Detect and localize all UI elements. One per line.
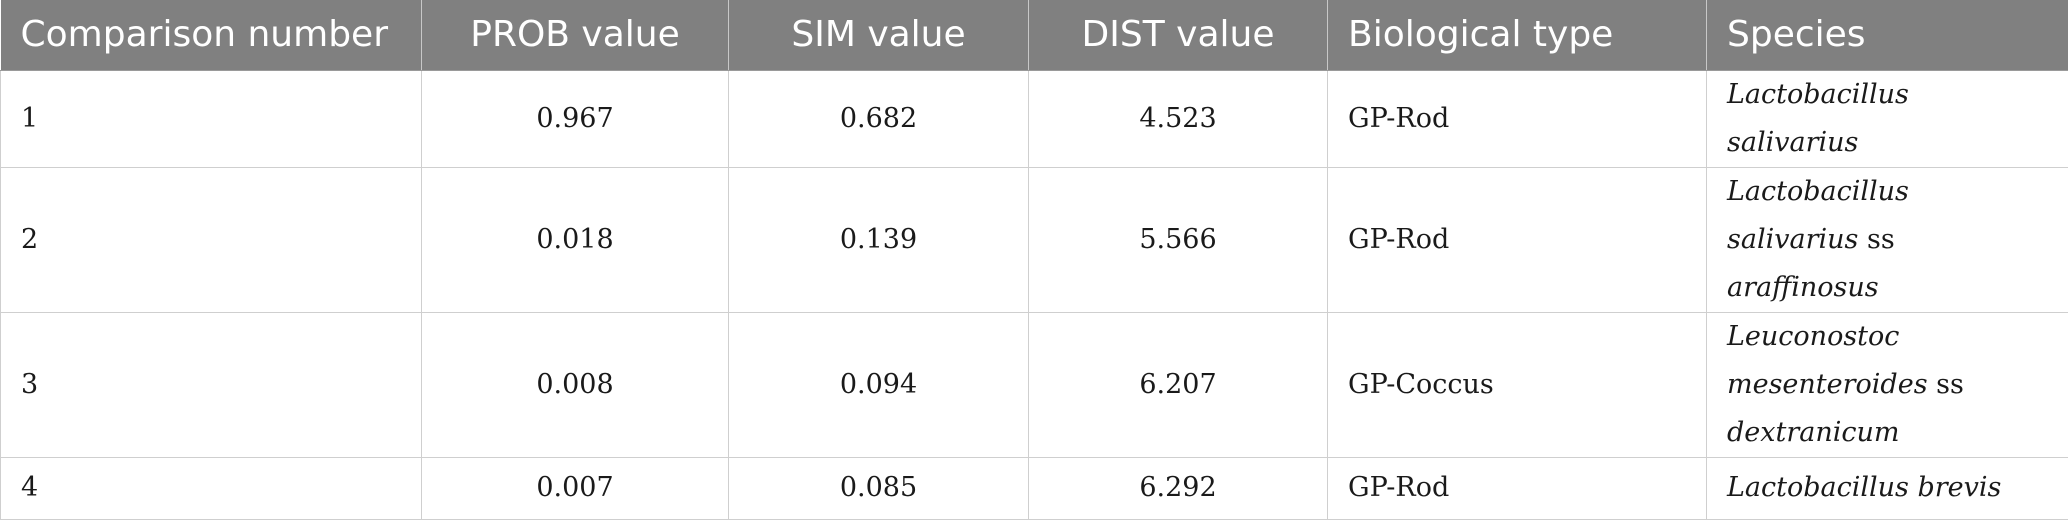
- cell-dist-value: 6.292: [1029, 457, 1328, 519]
- cell-dist-value: 5.566: [1029, 167, 1328, 312]
- cell-dist-value: 6.207: [1029, 312, 1328, 457]
- cell-comparison-number: 3: [1, 312, 422, 457]
- cell-species: Leuconostoc mesenteroides ss dextranicum: [1707, 312, 2068, 457]
- table-row: 3 0.008 0.094 6.207 GP-Coccus Leuconosto…: [1, 312, 2068, 457]
- species-name: Lactobacillus salivarius: [1727, 79, 1909, 158]
- cell-prob-value: 0.018: [422, 167, 729, 312]
- cell-sim-value: 0.682: [729, 70, 1029, 167]
- species-subspecies-name: araffinosus: [1727, 272, 1879, 303]
- table-body: 1 0.967 0.682 4.523 GP-Rod Lactobacillus…: [1, 70, 2068, 519]
- species-subspecies-marker: ss: [1928, 369, 1964, 400]
- table-row: 1 0.967 0.682 4.523 GP-Rod Lactobacillus…: [1, 70, 2068, 167]
- header-biological-type: Biological type: [1328, 0, 1707, 70]
- header-comparison-number: Comparison number: [1, 0, 422, 70]
- cell-biological-type: GP-Rod: [1328, 457, 1707, 519]
- cell-sim-value: 0.085: [729, 457, 1029, 519]
- cell-comparison-number: 4: [1, 457, 422, 519]
- cell-comparison-number: 2: [1, 167, 422, 312]
- cell-prob-value: 0.967: [422, 70, 729, 167]
- cell-biological-type: GP-Rod: [1328, 167, 1707, 312]
- cell-species: Lactobacillus salivarius: [1707, 70, 2068, 167]
- table-header: Comparison number PROB value SIM value D…: [1, 0, 2068, 70]
- results-table-container: Comparison number PROB value SIM value D…: [0, 0, 2068, 422]
- cell-biological-type: GP-Coccus: [1328, 312, 1707, 457]
- header-prob-value: PROB value: [422, 0, 729, 70]
- header-row: Comparison number PROB value SIM value D…: [1, 0, 2068, 70]
- cell-sim-value: 0.139: [729, 167, 1029, 312]
- cell-prob-value: 0.007: [422, 457, 729, 519]
- cell-species: Lactobacillus salivarius ss araffinosus: [1707, 167, 2068, 312]
- cell-dist-value: 4.523: [1029, 70, 1328, 167]
- header-sim-value: SIM value: [729, 0, 1029, 70]
- header-dist-value: DIST value: [1029, 0, 1328, 70]
- table-row: 2 0.018 0.139 5.566 GP-Rod Lactobacillus…: [1, 167, 2068, 312]
- species-subspecies-name: dextranicum: [1727, 417, 1899, 448]
- cell-biological-type: GP-Rod: [1328, 70, 1707, 167]
- species-subspecies-marker: ss: [1858, 224, 1894, 255]
- cell-comparison-number: 1: [1, 70, 422, 167]
- species-name: Leuconostoc mesenteroides: [1727, 321, 1928, 400]
- table-row: 4 0.007 0.085 6.292 GP-Rod Lactobacillus…: [1, 457, 2068, 519]
- cell-prob-value: 0.008: [422, 312, 729, 457]
- species-name: Lactobacillus brevis: [1727, 472, 2001, 503]
- header-species: Species: [1707, 0, 2068, 70]
- cell-species: Lactobacillus brevis: [1707, 457, 2068, 519]
- cell-sim-value: 0.094: [729, 312, 1029, 457]
